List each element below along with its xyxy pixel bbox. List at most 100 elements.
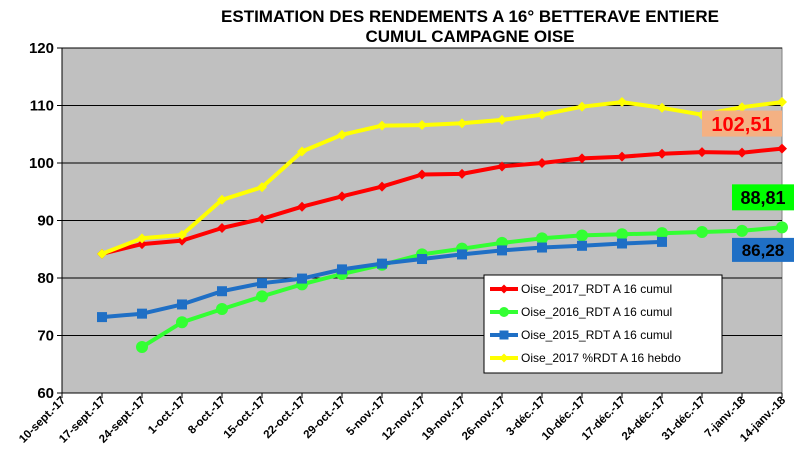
x-tick-label: 8-oct.-17	[186, 395, 228, 437]
legend: Oise_2017_RDT A 16 cumul Oise_2016_RDT A …	[483, 274, 723, 374]
end-label-box	[702, 110, 782, 137]
data-point	[137, 308, 147, 319]
data-point	[576, 229, 588, 242]
legend-label: Oise_2015_RDT A 16 cumul	[521, 328, 672, 342]
y-tick-label: 70	[37, 328, 54, 345]
data-point	[776, 221, 788, 234]
data-point	[497, 245, 507, 256]
y-tick-label: 90	[37, 213, 54, 230]
data-point	[457, 249, 467, 260]
data-point	[377, 181, 387, 192]
legend-label: Oise_2017 %RDT A 16 hebdo	[521, 351, 681, 365]
data-point	[297, 201, 307, 212]
data-point	[297, 146, 307, 157]
series-line	[101, 146, 783, 256]
data-point	[736, 224, 748, 237]
data-point	[217, 222, 227, 233]
data-point	[617, 238, 627, 249]
x-tick-label: 15-oct.-17	[222, 395, 268, 441]
legend-box	[483, 274, 723, 374]
series-2	[97, 236, 667, 323]
data-point	[137, 239, 147, 250]
data-point	[337, 191, 347, 202]
data-point	[177, 229, 187, 240]
data-point	[777, 143, 787, 154]
data-point	[217, 286, 227, 297]
data-point	[657, 148, 667, 159]
data-point	[337, 264, 347, 275]
data-point	[216, 303, 228, 316]
legend-item: Oise_2017 %RDT A 16 hebdo	[490, 351, 681, 365]
data-point	[176, 316, 188, 329]
data-point	[696, 226, 708, 238]
legend-label: Oise_2017_RDT A 16 cumul	[521, 282, 672, 296]
data-point	[656, 227, 668, 240]
data-point	[737, 102, 747, 113]
data-point	[97, 248, 107, 259]
data-point	[657, 102, 667, 113]
data-point	[697, 147, 707, 158]
data-point	[256, 290, 268, 303]
data-point	[257, 278, 267, 289]
data-point	[417, 169, 427, 180]
data-point	[297, 273, 307, 284]
legend-item: Oise_2017_RDT A 16 cumul	[490, 282, 672, 296]
x-tick-label: 26-nov.-17	[460, 395, 508, 443]
data-point	[417, 254, 427, 265]
data-point	[457, 168, 467, 179]
legend-swatch-marker	[499, 353, 509, 363]
data-point	[337, 129, 347, 140]
legend-swatch-marker	[499, 307, 509, 317]
series-0	[97, 143, 787, 259]
end-value-label: 102,51	[702, 110, 782, 137]
y-tick-label: 120	[29, 40, 54, 57]
x-tick-label: 1-oct.-17	[146, 395, 188, 437]
data-point	[217, 194, 227, 205]
data-point	[97, 312, 107, 323]
y-tick-label: 110	[30, 98, 54, 115]
end-label-text: 102,51	[711, 114, 772, 136]
end-label-box	[732, 184, 794, 211]
data-point	[137, 233, 147, 244]
y-tick-label: 100	[29, 155, 54, 172]
data-point	[136, 341, 148, 353]
legend-item: Oise_2015_RDT A 16 cumul	[490, 328, 672, 342]
data-point	[577, 153, 587, 164]
data-point	[417, 120, 427, 131]
x-tick-label: 29-oct.-17	[302, 395, 348, 441]
legend-swatch-marker	[499, 284, 509, 294]
end-value-label: 86,28	[732, 237, 794, 262]
data-point	[616, 228, 628, 241]
data-point	[377, 258, 387, 269]
legend-label: Oise_2016_RDT A 16 cumul	[521, 305, 672, 319]
data-point	[497, 114, 507, 125]
data-point	[537, 109, 547, 120]
data-point	[737, 147, 747, 158]
data-point	[257, 213, 267, 224]
end-value-label: 88,81	[732, 184, 794, 211]
data-point	[617, 97, 627, 108]
data-point	[257, 182, 267, 193]
end-label-box	[732, 237, 794, 262]
data-point	[537, 158, 547, 168]
data-point	[377, 120, 387, 131]
data-point	[457, 118, 467, 129]
data-point	[537, 242, 547, 253]
chart-subtitle: CUMUL CAMPAGNE OISE	[365, 27, 575, 46]
legend-swatch-marker	[499, 330, 509, 340]
legend-item: Oise_2016_RDT A 16 cumul	[490, 305, 672, 319]
end-label-text: 86,28	[742, 241, 785, 260]
data-point	[657, 236, 667, 247]
series-3	[97, 97, 787, 259]
data-point	[177, 299, 187, 310]
data-point	[536, 232, 548, 245]
data-point	[177, 235, 187, 246]
y-tick-label: 80	[37, 270, 54, 287]
data-point	[497, 161, 507, 172]
data-point	[617, 151, 627, 162]
data-point	[577, 101, 587, 112]
y-tick-label: 60	[37, 385, 54, 402]
chart-title: ESTIMATION DES RENDEMENTS A 16° BETTERAV…	[221, 7, 719, 26]
end-label-text: 88,81	[740, 188, 785, 208]
